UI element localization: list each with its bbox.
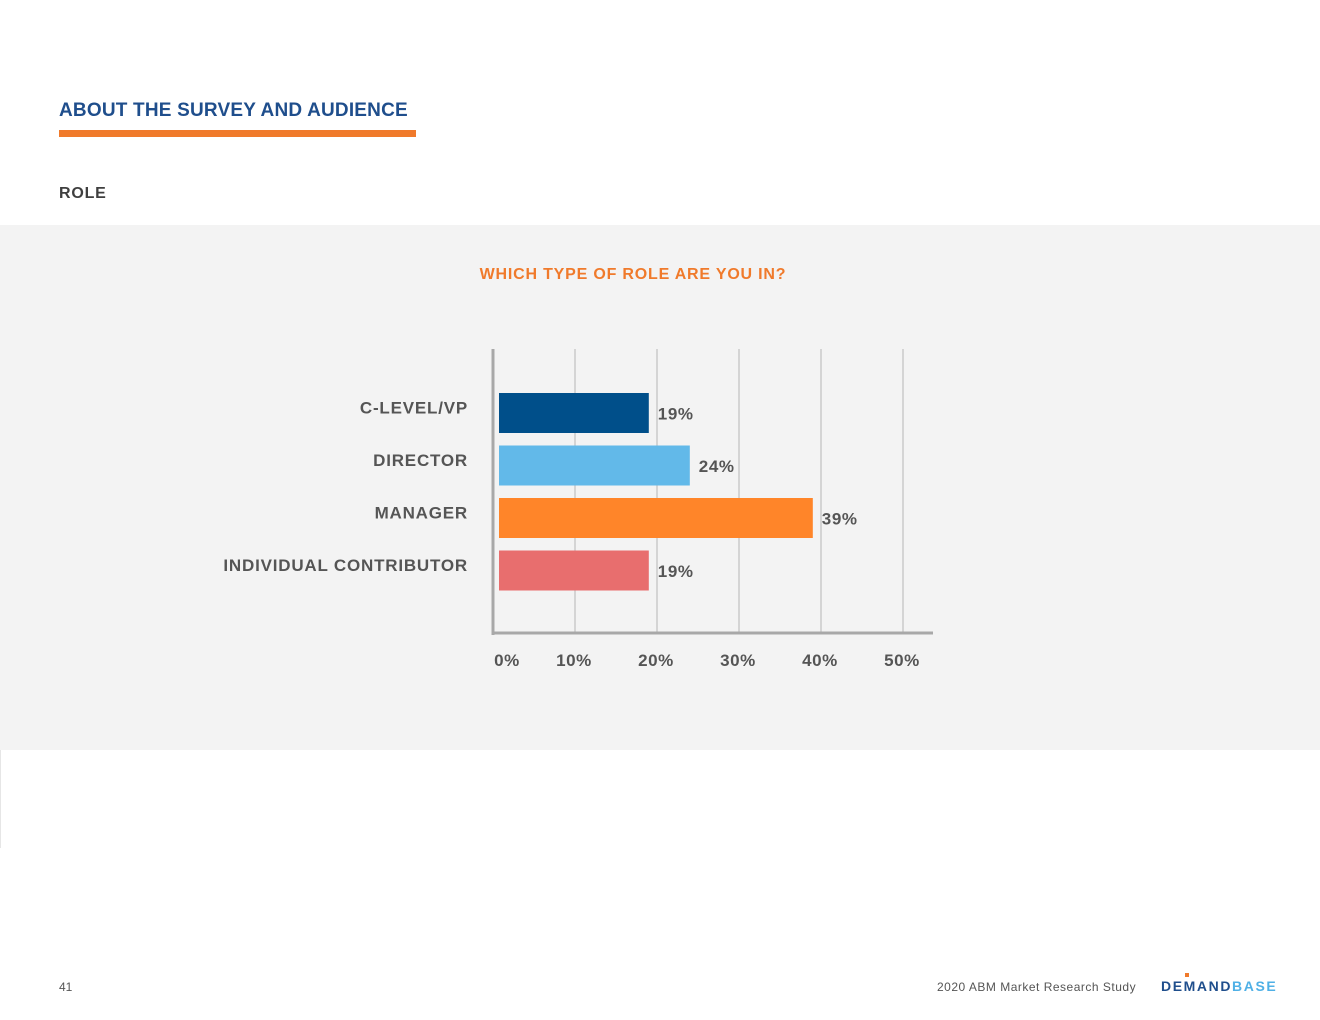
- logo-text-demand: DEMAND: [1161, 978, 1233, 994]
- x-tick-label: 10%: [556, 651, 592, 670]
- study-title: 2020 ABM Market Research Study: [937, 980, 1137, 994]
- logo-text-base: BASE: [1232, 978, 1278, 994]
- bar: [499, 550, 649, 591]
- subsection-title: ROLE: [59, 185, 107, 202]
- chart-title: WHICH TYPE OF ROLE ARE YOU IN?: [479, 266, 787, 283]
- x-tick-label: 20%: [638, 651, 674, 670]
- category-label: DIRECTOR: [373, 451, 468, 470]
- page-number: 41: [59, 980, 73, 994]
- bar: [499, 445, 690, 486]
- data-label: 39%: [822, 509, 858, 528]
- demandbase-logo: DEMANDBASE: [1161, 973, 1278, 994]
- data-label: 24%: [699, 457, 735, 476]
- x-tick-label: 50%: [884, 651, 920, 670]
- section-heading-underline: [59, 130, 416, 137]
- data-label: 19%: [658, 404, 694, 423]
- bar: [499, 393, 649, 433]
- category-label: MANAGER: [375, 503, 468, 522]
- data-label: 19%: [658, 562, 694, 581]
- x-tick-label: 40%: [802, 651, 838, 670]
- x-tick-label: 30%: [720, 651, 756, 670]
- left-rule: [0, 750, 1, 848]
- chart-panel: [0, 225, 1320, 750]
- section-heading: ABOUT THE SURVEY AND AUDIENCE: [59, 100, 408, 121]
- category-label: C-LEVEL/VP: [360, 398, 468, 417]
- x-tick-label: 0%: [494, 651, 520, 670]
- logo-accent-mark: [1185, 973, 1189, 977]
- bar: [499, 498, 813, 538]
- category-label: INDIVIDUAL CONTRIBUTOR: [223, 556, 468, 575]
